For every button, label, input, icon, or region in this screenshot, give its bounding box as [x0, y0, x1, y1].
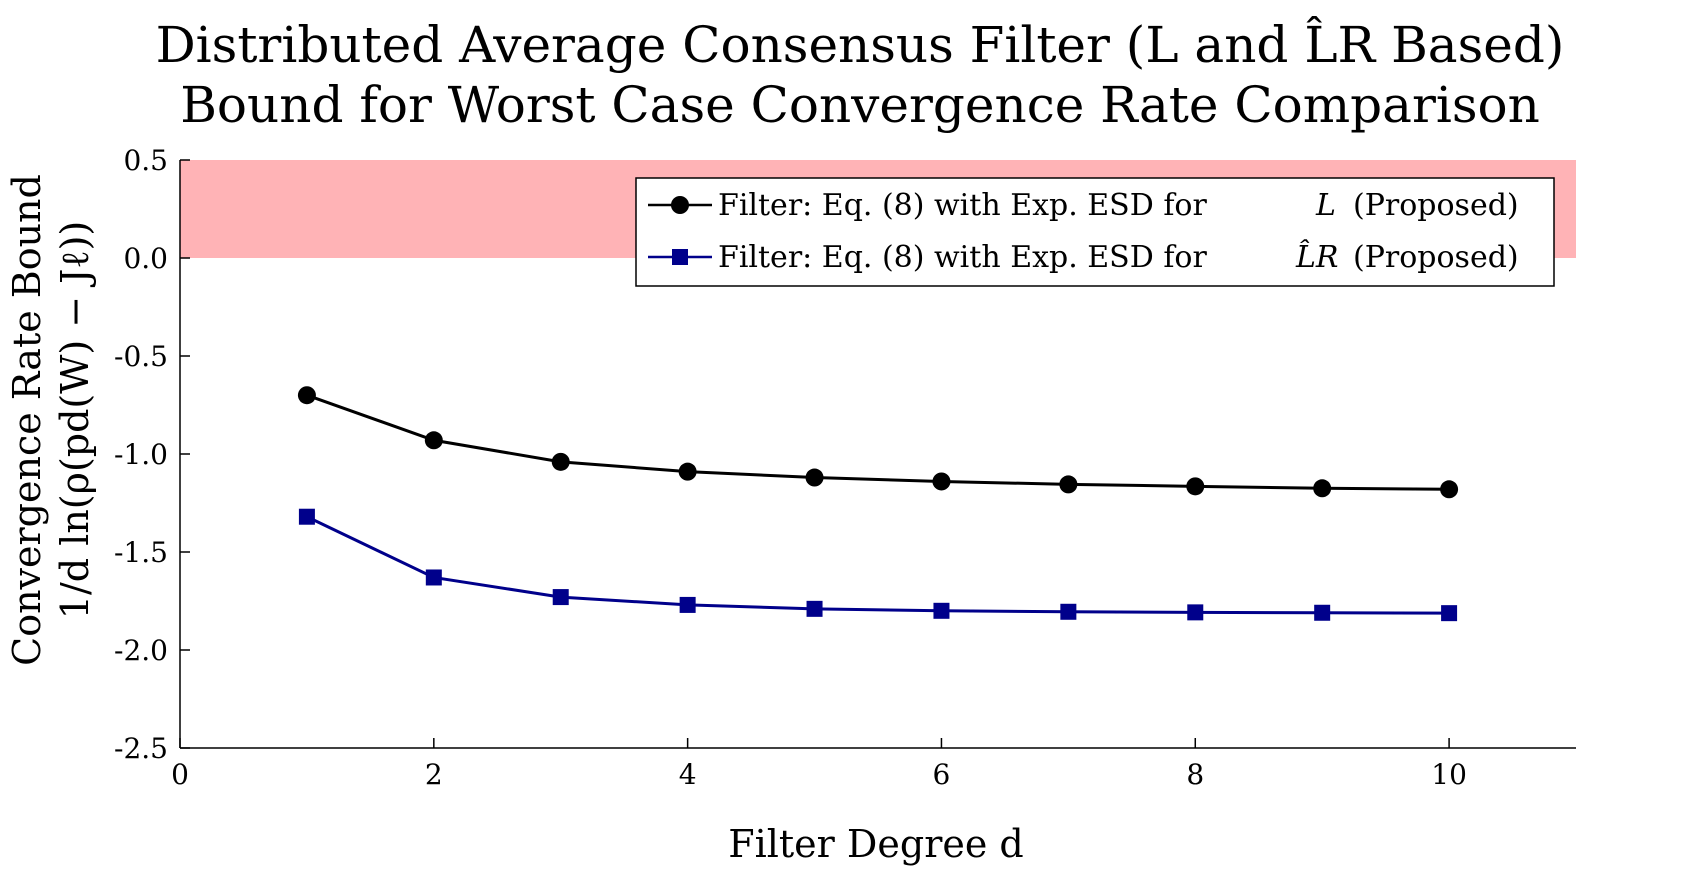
data-point [425, 569, 442, 586]
series-2-line [306, 515, 1450, 615]
legend-marker-series-2 [672, 249, 688, 265]
data-point [298, 508, 315, 525]
data-point [552, 589, 569, 606]
data-point [1313, 479, 1332, 498]
data-point [1060, 603, 1077, 620]
legend-suffix-series-1: (Proposed) [1353, 188, 1519, 223]
y-tick-label: -0.5 [114, 340, 168, 373]
data-point [1314, 604, 1331, 621]
legend-label-series-2: Filter: Eq. (8) with Exp. ESD for [718, 240, 1207, 275]
y-axis-ticks: 0.5 0.0 -0.5 -1.0 -1.5 -2.0 -2.5 [114, 144, 190, 765]
series-1-line [306, 393, 1450, 491]
data-point [424, 431, 443, 450]
data-point [1059, 475, 1078, 494]
legend-label-series-1: Filter: Eq. (8) with Exp. ESD for [718, 188, 1207, 223]
series-2 [298, 508, 1458, 622]
x-tick-label: 4 [679, 758, 697, 791]
data-point [551, 452, 570, 471]
x-axis-label: Filter Degree d [728, 822, 1024, 866]
legend-box [635, 177, 1555, 287]
legend-symbol-series-1: L [1315, 188, 1336, 223]
y-tick-label: 0.0 [123, 242, 168, 275]
series-layer [297, 386, 1459, 622]
y-tick-label: -2.5 [114, 732, 168, 765]
x-axis-ticks: 0 2 4 6 8 10 [171, 738, 1467, 791]
data-point [679, 596, 696, 613]
chart-title-line1: Distributed Average Consensus Filter (L … [156, 15, 1565, 74]
data-point [806, 600, 823, 617]
legend-marker-series-1 [671, 196, 689, 214]
chart-title-line2: Bound for Worst Case Convergence Rate Co… [180, 76, 1540, 134]
x-tick-label: 0 [171, 758, 189, 791]
data-point [1440, 480, 1459, 499]
x-tick-label: 6 [933, 758, 951, 791]
x-tick-label: 2 [425, 758, 443, 791]
data-point [805, 468, 824, 487]
data-point [1187, 604, 1204, 621]
data-point [933, 602, 950, 619]
x-tick-label: 10 [1431, 758, 1467, 791]
data-point [678, 462, 697, 481]
legend-suffix-series-2: (Proposed) [1353, 240, 1519, 275]
x-tick-label: 8 [1186, 758, 1204, 791]
y-tick-label: -1.5 [114, 536, 168, 569]
y-axis-label-line2: 1/d ln(ρ(pd(W) − Jℓ)) [53, 221, 97, 619]
data-point [932, 472, 951, 491]
series-1 [297, 386, 1459, 499]
data-point [1186, 477, 1205, 496]
y-tick-label: 0.5 [123, 144, 168, 177]
y-tick-label: -2.0 [114, 634, 168, 667]
legend-symbol-series-2: L̂R [1295, 240, 1339, 275]
data-point [1441, 605, 1458, 622]
y-tick-label: -1.0 [114, 438, 168, 471]
y-axis-label-line1: Convergence Rate Bound [5, 174, 49, 666]
data-point [297, 386, 316, 405]
legend: Filter: Eq. (8) with Exp. ESD for L (Pro… [635, 177, 1555, 287]
